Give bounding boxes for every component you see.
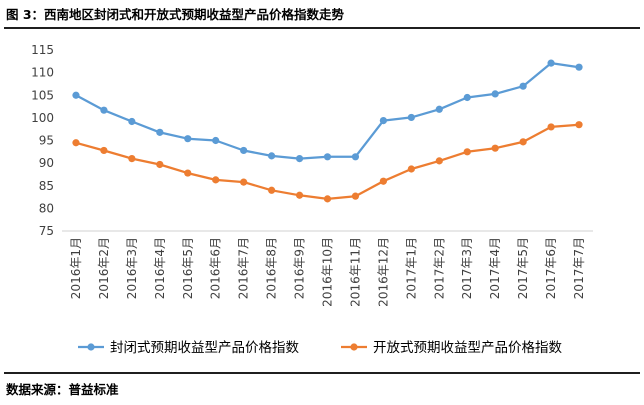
x-tick-label: 2016年1月 (69, 237, 83, 299)
x-tick-label: 2016年8月 (265, 237, 279, 299)
x-tick-label: 2017年7月 (572, 237, 586, 299)
data-point (212, 176, 220, 184)
series-line-1 (75, 61, 580, 160)
data-point (128, 155, 136, 163)
x-tick-label: 2016年10月 (321, 237, 335, 307)
data-point (156, 128, 164, 136)
y-axis: 75 80 85 90 95 100 105 110 115 (31, 43, 54, 238)
data-point (351, 153, 360, 161)
x-tick-label: 2016年3月 (125, 237, 139, 299)
x-tick-label: 2016年5月 (181, 237, 195, 299)
y-tick-label: 85 (39, 179, 54, 193)
top-divider (4, 27, 640, 29)
data-point (128, 117, 136, 126)
series-line-2 (75, 123, 580, 201)
legend-label: 封闭式预期收益型产品价格指数 (110, 340, 299, 356)
data-point (156, 160, 164, 169)
data-point (407, 165, 415, 173)
data-point (212, 136, 220, 145)
data-point (575, 121, 583, 129)
data-point (323, 195, 332, 203)
x-tick-label: 2017年5月 (516, 237, 530, 299)
data-point (295, 155, 304, 163)
y-tick-label: 105 (31, 88, 54, 102)
data-source: 数据来源：普益标准 (6, 382, 119, 397)
series-layer (72, 59, 583, 203)
y-tick-label: 100 (31, 111, 54, 125)
data-point (547, 59, 555, 67)
legend-label: 开放式预期收益型产品价格指数 (373, 340, 562, 356)
x-tick-label: 2017年4月 (488, 237, 502, 299)
legend-swatch-marker (87, 343, 95, 351)
data-point (323, 153, 332, 161)
y-tick-label: 95 (39, 134, 54, 148)
data-point (491, 144, 499, 152)
x-tick-label: 2017年1月 (404, 237, 418, 299)
data-point (547, 123, 555, 131)
x-tick-label: 2016年2月 (97, 237, 111, 299)
data-point (519, 82, 527, 90)
data-point (240, 178, 248, 186)
y-tick-label: 75 (39, 224, 54, 238)
x-tick-label: 2017年3月 (460, 237, 474, 299)
data-point (100, 146, 108, 155)
data-point (184, 169, 192, 177)
data-point (72, 139, 80, 147)
data-point (268, 186, 276, 194)
data-point (268, 152, 276, 160)
y-tick-label: 115 (31, 43, 54, 57)
legend: 封闭式预期收益型产品价格指数 开放式预期收益型产品价格指数 (78, 340, 562, 356)
x-tick-label: 2016年7月 (237, 237, 251, 299)
x-tick-label: 2016年11月 (348, 237, 362, 307)
data-point (407, 113, 415, 122)
data-point (491, 90, 499, 98)
bottom-divider (4, 372, 640, 374)
data-point (519, 138, 527, 146)
x-tick-label: 2016年6月 (209, 237, 223, 299)
data-point (435, 105, 443, 113)
x-tick-label: 2017年6月 (544, 237, 558, 299)
data-point (575, 63, 583, 71)
data-point (379, 116, 387, 125)
data-point (295, 191, 304, 199)
data-point (435, 157, 443, 165)
x-tick-label: 2016年9月 (293, 237, 307, 299)
data-point (100, 106, 108, 114)
data-point (72, 91, 80, 99)
x-tick-label: 2016年4月 (153, 237, 167, 299)
data-point (351, 192, 360, 200)
data-point (184, 135, 192, 143)
x-axis: 2016年1月 2016年2月 2016年3月 2016年4月 2016年5月 2016年… (62, 230, 593, 307)
data-point (463, 93, 471, 102)
y-tick-label: 110 (31, 66, 54, 80)
x-tick-label: 2017年2月 (432, 237, 446, 299)
chart-title: 图 3：西南地区封闭式和开放式预期收益型产品价格指数走势 (6, 7, 345, 22)
data-point (240, 146, 248, 155)
data-point (463, 148, 471, 156)
legend-swatch-marker (350, 343, 358, 351)
y-tick-label: 80 (39, 201, 54, 215)
data-point (379, 177, 387, 185)
y-tick-label: 90 (39, 156, 54, 170)
x-tick-label: 2016年12月 (376, 237, 390, 307)
